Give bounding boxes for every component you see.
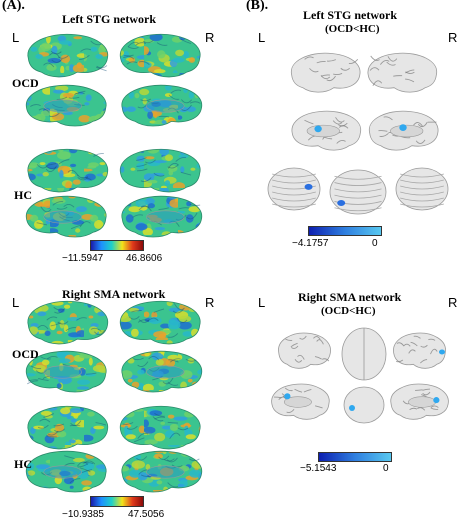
panel-a-block2-colorbar-min: −10.9385 <box>62 509 104 520</box>
brain-b1-left-lateral <box>291 52 361 93</box>
brain-a1-hc-left-medial <box>25 195 107 238</box>
brain-a2-ocd-right-lateral <box>119 300 201 345</box>
panel-a-block2-left-label: L <box>12 295 20 310</box>
panel-b-block2-subtitle: (OCD<HC) <box>321 305 376 317</box>
panel-a-block2-right-label: R <box>205 295 215 310</box>
brain-b2-right-medial <box>390 383 449 420</box>
brain-a1-hc-right-lateral <box>119 148 201 193</box>
brain-b2-left-lateral <box>278 332 331 369</box>
brain-b2-ventral-view <box>343 386 385 424</box>
brain-a2-hc-left-lateral <box>27 405 109 450</box>
brain-a1-ocd-right-medial <box>121 84 203 127</box>
panel-a-block2-group-hc: HC <box>14 457 32 471</box>
brain-b2-right-lateral <box>393 332 446 369</box>
brain-b2-left-medial <box>271 383 330 420</box>
panel-b-block2-colorbar-max: 0 <box>383 463 389 474</box>
brain-a1-hc-left-lateral <box>27 148 109 193</box>
brain-b2-cluster-ventral <box>349 405 355 411</box>
brain-b1-right-medial <box>369 110 439 151</box>
panel-b-block2-left-label: L <box>258 295 266 310</box>
panel-a-block1-left-label: L <box>12 30 20 45</box>
panel-a-label: (A). <box>2 0 25 13</box>
panel-b-block2-colorbar-min: −5.1543 <box>300 463 337 474</box>
brain-a1-ocd-left-lateral <box>27 33 109 78</box>
panel-b-block1-right-label: R <box>448 30 458 45</box>
panel-a-block2-group-ocd: OCD <box>12 347 39 361</box>
panel-a-block2-colorbar <box>90 496 144 507</box>
panel-a-block1-group-ocd: OCD <box>12 76 39 90</box>
panel-b-block2-right-label: R <box>448 295 458 310</box>
panel-b-block2-colorbar <box>318 452 392 462</box>
panel-a-block2-title: Right SMA network <box>62 287 166 301</box>
panel-b-block1-colorbar-max: 0 <box>372 238 378 249</box>
brain-a2-hc-right-medial <box>121 450 203 493</box>
brain-b1-right-lateral <box>367 52 437 93</box>
brain-b1-left-medial <box>291 110 361 151</box>
panel-b-block1-title: Left STG network <box>303 8 397 22</box>
brain-a2-ocd-left-medial <box>25 350 107 393</box>
brain-a1-ocd-right-lateral <box>119 33 201 78</box>
brain-a1-hc-right-medial <box>121 195 203 238</box>
panel-a-block1-colorbar <box>90 240 144 251</box>
panel-b-block1-colorbar-min: −4.1757 <box>292 238 329 249</box>
panel-a-block1-right-label: R <box>205 30 215 45</box>
panel-b-block2-title: Right SMA network <box>298 290 402 304</box>
brain-a2-ocd-right-medial <box>121 350 203 393</box>
panel-a-block1-title: Left STG network <box>62 12 156 26</box>
brain-a2-hc-left-medial <box>25 450 107 493</box>
panel-b-block1-left-label: L <box>258 30 266 45</box>
panel-a-block2-colorbar-max: 47.5056 <box>128 509 165 520</box>
brain-a2-ocd-left-lateral <box>27 300 109 345</box>
brain-b1-cerebellum-left <box>267 167 321 211</box>
brain-a1-ocd-left-medial <box>25 84 107 127</box>
brain-b1-cerebellum-posterior <box>329 169 387 215</box>
panel-b-block1-colorbar <box>308 226 382 236</box>
brain-b1-cerebellum-right <box>395 167 449 211</box>
brain-a2-hc-right-lateral <box>119 405 201 450</box>
brain-b2-cluster-right <box>439 349 445 355</box>
panel-a-block1-group-hc: HC <box>14 188 32 202</box>
panel-b-label: (B). <box>246 0 269 13</box>
panel-a-block1-colorbar-max: 46.8606 <box>126 253 163 264</box>
panel-a-block1-colorbar-min: −11.5947 <box>62 253 104 264</box>
panel-b-block1-subtitle: (OCD<HC) <box>325 23 380 35</box>
